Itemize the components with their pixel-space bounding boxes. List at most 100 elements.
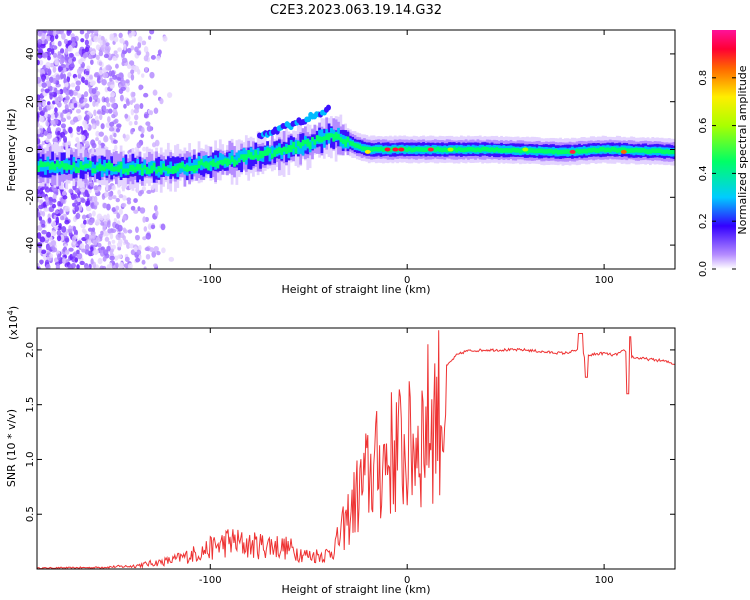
spectrogram-band-cell bbox=[656, 148, 659, 153]
spectrogram-noise-cell bbox=[46, 231, 52, 238]
spectrogram-y-label: Frequency (Hz) bbox=[5, 109, 18, 192]
spectrogram-noise-cell bbox=[84, 32, 90, 40]
spectrogram-band-cell bbox=[360, 146, 364, 151]
spectrogram-noise-cell bbox=[46, 35, 52, 42]
spectrogram-noise-cell bbox=[80, 38, 85, 43]
spectrogram-band-cell bbox=[247, 150, 251, 158]
spectrogram-noise-cell bbox=[49, 92, 53, 100]
spectrogram-noise-cell bbox=[148, 35, 152, 40]
spectrogram-band-cell bbox=[119, 166, 123, 178]
spectrogram-band-cell bbox=[136, 164, 140, 171]
spectrogram-noise-cell bbox=[75, 136, 80, 143]
spectrogram-noise-cell bbox=[103, 214, 108, 221]
spectrogram-band-cell bbox=[263, 150, 267, 157]
spectrogram-noise-cell bbox=[75, 80, 82, 86]
spectrogram-band-cell bbox=[200, 162, 203, 171]
spectrogram-noise-cell bbox=[60, 72, 64, 80]
spectrogram-noise-cell bbox=[86, 30, 91, 35]
spectrogram-x-tick-label: 100 bbox=[595, 275, 614, 286]
spectrogram-band-cell bbox=[488, 147, 492, 153]
spectrogram-band-cell bbox=[330, 133, 333, 138]
spectrogram-panel: -100 0 100 40 20 0 -20 -40 Height of straight l… bbox=[5, 29, 676, 296]
spectrogram-noise-cell bbox=[52, 193, 57, 201]
spectrogram-band-cell bbox=[105, 166, 109, 176]
spectrogram-band-cell bbox=[485, 147, 489, 152]
spectrogram-noise-cell bbox=[118, 194, 124, 199]
colorbar-tick-label: 0.8 bbox=[698, 70, 709, 86]
spectrogram-noise-cell bbox=[99, 215, 104, 221]
spectrogram-band-cell bbox=[653, 148, 657, 154]
spectrogram-noise-cell bbox=[114, 223, 120, 230]
spectrogram-noise-cell bbox=[122, 195, 127, 201]
spectrogram-band-cell bbox=[105, 162, 109, 169]
spectrogram-noise-cell bbox=[37, 94, 41, 101]
spectrogram-noise-cell bbox=[115, 233, 121, 241]
spectrogram-noise-cell bbox=[39, 199, 44, 204]
spectrogram-noise-cell bbox=[109, 134, 113, 140]
spectrogram-noise-cell bbox=[107, 116, 111, 123]
spectrogram-band-cell bbox=[334, 132, 338, 140]
spectrogram-noise-cell bbox=[104, 49, 109, 55]
spectrogram-noise-cell bbox=[145, 121, 151, 126]
spectrogram-noise-cell bbox=[51, 41, 55, 46]
spectrogram-noise-cell bbox=[112, 139, 118, 144]
spectrogram-noise-cell bbox=[149, 247, 155, 253]
spectrogram-noise-cell bbox=[51, 245, 55, 251]
spectrogram-band-cell bbox=[98, 163, 102, 172]
spectrogram-noise-cell bbox=[64, 47, 69, 55]
spectrogram-band-cell bbox=[39, 160, 43, 168]
spectrogram-noise-cell bbox=[100, 123, 105, 130]
spectrogram-band-cell bbox=[228, 153, 232, 162]
spectrogram-noise-cell bbox=[133, 198, 138, 203]
spectrogram-band-cell bbox=[162, 163, 165, 171]
spectrogram-band-cell bbox=[233, 159, 236, 167]
spectrogram-noise-cell bbox=[100, 246, 106, 251]
spectrogram-noise-cell bbox=[76, 126, 81, 133]
spectrogram-noise-cell bbox=[83, 91, 89, 98]
spectrogram-ticks: -100 0 100 40 20 0 -20 -40 bbox=[25, 30, 675, 286]
spectrogram-noise-cell bbox=[142, 216, 146, 223]
spectrogram-band-cell bbox=[237, 157, 241, 163]
spectrogram-band-cell bbox=[159, 160, 163, 175]
spectrogram-noise-cell bbox=[150, 55, 156, 60]
spectrogram-noise-cell bbox=[115, 127, 121, 133]
spectrogram-band-cell bbox=[438, 147, 442, 153]
spectrogram-band-cell bbox=[407, 146, 411, 152]
colorbar-tick-label: 0.6 bbox=[698, 118, 709, 134]
spectrogram-band-cell bbox=[585, 148, 588, 154]
spectrogram-band-cell bbox=[88, 160, 92, 168]
spectrogram-band-cell bbox=[344, 139, 347, 147]
spectrogram-noise-cell bbox=[115, 262, 119, 269]
spectrogram-noise-cell bbox=[151, 251, 157, 258]
spectrogram-noise-cell bbox=[49, 62, 55, 68]
spectrogram-noise-cell bbox=[102, 202, 108, 209]
spectrogram-noise-cell bbox=[54, 112, 59, 117]
spectrogram-band-cell bbox=[419, 147, 423, 152]
spectrogram-noise-cell bbox=[97, 257, 103, 265]
spectrogram-band-cell bbox=[91, 168, 95, 174]
spectrogram-noise-cell bbox=[107, 45, 111, 52]
spectrogram-noise-cell bbox=[67, 72, 72, 78]
spectrogram-noise-cell bbox=[100, 230, 104, 236]
spectrogram-noise-cell bbox=[54, 119, 59, 125]
spectrogram-noise-cell bbox=[55, 263, 60, 269]
spectrogram-noise-cell bbox=[143, 266, 147, 269]
spectrogram-band-cell bbox=[658, 148, 662, 154]
spectrogram-noise-cell bbox=[136, 50, 141, 56]
spectrogram-band-cell bbox=[112, 166, 116, 172]
spectrogram-noise-cell bbox=[93, 35, 99, 43]
spectrogram-band-cell bbox=[514, 148, 518, 153]
spectrogram-hotspot bbox=[522, 147, 529, 152]
spectrogram-noise-cell bbox=[79, 260, 85, 266]
spectrogram-noise-cell bbox=[105, 65, 109, 71]
spectrogram-noise-cell bbox=[49, 253, 54, 258]
spectrogram-noise-cell bbox=[115, 53, 119, 58]
spectrogram-noise-cell bbox=[58, 66, 64, 71]
spectrogram-noise-cell bbox=[93, 201, 99, 206]
spectrogram-band-cell bbox=[370, 147, 373, 153]
spectrogram-band-cell bbox=[377, 147, 381, 152]
spectrogram-noise-cell bbox=[138, 244, 142, 252]
spectrogram-noise-cell bbox=[116, 242, 123, 248]
spectrogram-noise-cell bbox=[54, 87, 58, 93]
spectrogram-noise-cell bbox=[67, 228, 73, 234]
